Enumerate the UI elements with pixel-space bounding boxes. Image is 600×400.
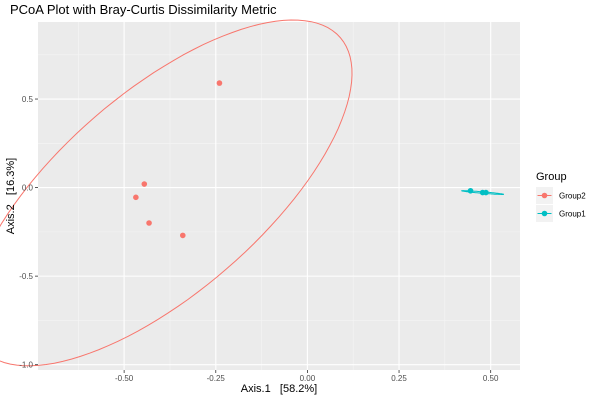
x-tick-label: 0.50 [483, 374, 499, 383]
legend-title: Group [536, 171, 567, 183]
x-axis-title: Axis.1 [58.2%] [241, 383, 317, 395]
y-tick-label: -0.5 [19, 272, 33, 281]
x-tick-label: 0.25 [391, 374, 407, 383]
ellipse-group2 [0, 19, 353, 367]
y-tick-label: 0.0 [22, 184, 34, 193]
y-tick-label: -1.0 [19, 361, 33, 370]
legend-key-point [541, 192, 548, 199]
data-points [133, 80, 489, 239]
point-group1 [483, 189, 489, 196]
point-group2 [141, 181, 148, 187]
legend: Group Group2 Group1 [536, 171, 586, 222]
legend-label-group2: Group2 [559, 192, 586, 201]
minor-gridlines [38, 22, 520, 370]
point-group2 [133, 194, 139, 201]
point-group2 [146, 220, 152, 226]
x-axis-ticks: -0.50 -0.25 0.00 0.25 0.50 [115, 370, 499, 383]
x-tick-label: -0.50 [115, 374, 134, 383]
x-tick-label: -0.25 [207, 374, 226, 383]
point-group2 [179, 232, 186, 239]
confidence-ellipses [0, 19, 504, 367]
ellipse-group1 [461, 190, 504, 195]
legend-label-group1: Group1 [559, 210, 586, 219]
plot-panel [38, 22, 520, 370]
point-group2 [216, 80, 223, 86]
y-axis-ticks: -1.0 -0.5 0.0 0.5 [19, 95, 38, 370]
y-axis-title: Axis.2 [16.3%] [5, 158, 17, 234]
x-tick-label: 0.00 [300, 374, 316, 383]
y-tick-label: 0.5 [22, 95, 34, 104]
legend-key-point [541, 210, 548, 217]
point-group1 [467, 187, 474, 194]
chart-title: PCoA Plot with Bray-Curtis Dissimilarity… [10, 2, 277, 17]
major-gridlines [38, 22, 520, 370]
